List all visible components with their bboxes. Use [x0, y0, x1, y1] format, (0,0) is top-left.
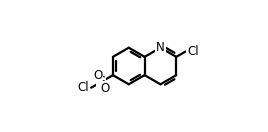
Text: O: O: [93, 69, 102, 82]
Text: Cl: Cl: [187, 45, 199, 58]
Text: N: N: [156, 41, 165, 54]
Text: S: S: [97, 75, 105, 88]
Text: Cl: Cl: [77, 81, 89, 94]
Text: O: O: [100, 82, 109, 95]
